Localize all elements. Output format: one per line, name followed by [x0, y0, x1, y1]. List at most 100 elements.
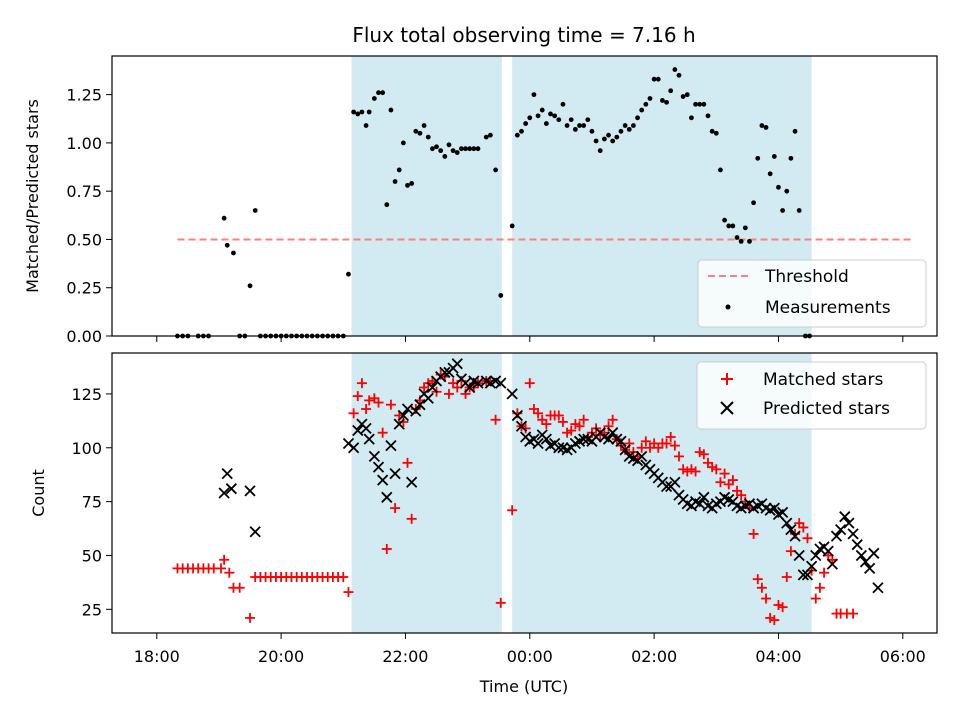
y-tick-label: 1.25: [66, 86, 102, 105]
x-tick-label: 22:00: [382, 647, 428, 666]
matched-star-point: [520, 423, 531, 434]
measurement-point: [709, 128, 715, 134]
measurement-point: [697, 101, 703, 107]
measurement-point: [371, 96, 377, 101]
top-axes-frame: [111, 55, 938, 337]
measurement-point: [689, 115, 694, 121]
matched-star-point: [727, 475, 738, 486]
predicted-star-point: [839, 511, 851, 523]
measurement-point: [548, 111, 553, 117]
matched-star-point: [798, 522, 809, 533]
measurement-point: [643, 101, 649, 107]
legend-measurements-swatch: [725, 304, 731, 310]
measurement-point: [392, 179, 398, 184]
matched-star-point: [364, 395, 375, 406]
predicted-star-point: [352, 424, 364, 437]
matched-star-point: [406, 513, 417, 524]
shaded-interval-0: [351, 56, 502, 336]
predicted-star-point: [805, 560, 818, 572]
predicted-star-point: [372, 461, 385, 473]
measurement-point: [792, 128, 798, 134]
measurement-point: [747, 238, 752, 244]
y-tick-label: 25: [82, 600, 102, 619]
bottom-panel: 25 50 75 100 125 18:00 20:00 22:00 00:00 02:00 04…: [29, 352, 938, 696]
top-y-ticks: 0.00 0.25 0.50 0.75 1.00 1.25: [66, 86, 112, 346]
matched-star-point: [848, 608, 859, 619]
measurement-point: [380, 90, 386, 96]
measurement-point: [535, 113, 541, 119]
measurement-point: [676, 72, 682, 78]
measurement-point: [509, 223, 515, 229]
measurement-point: [363, 123, 369, 128]
matched-star-point: [245, 612, 256, 623]
matched-star-point: [553, 410, 564, 421]
measurement-point: [713, 130, 719, 136]
predicted-star-point: [859, 556, 872, 568]
predicted-star-point: [785, 523, 797, 536]
y-tick-label: 0.50: [66, 230, 102, 249]
predicted-star-point: [363, 433, 375, 445]
predicted-star-point: [426, 381, 439, 394]
top-x-ticks: [156, 336, 904, 342]
matched-star-point: [216, 563, 227, 574]
matched-star-point: [769, 615, 780, 626]
predicted-star-point: [472, 377, 484, 389]
measurements-series: [175, 67, 812, 339]
predicted-star-point: [843, 517, 855, 529]
predicted-star-point: [694, 498, 706, 510]
measurement-point: [471, 146, 477, 152]
predicted-star-point: [397, 409, 410, 422]
measurement-point: [450, 148, 456, 154]
matched-star-point: [402, 457, 413, 468]
measurement-point: [417, 130, 423, 136]
predicted-star-point: [377, 474, 389, 486]
measurement-point: [668, 88, 674, 94]
predicted-star-point: [511, 409, 523, 422]
measurement-point: [593, 138, 599, 144]
measurement-point: [589, 128, 595, 134]
predicted-star-point: [515, 420, 528, 432]
predicted-star-point: [451, 358, 463, 370]
legend-matched-swatch: [721, 373, 733, 385]
y-tick-label: 1.00: [66, 134, 102, 153]
matched-star-point: [398, 416, 409, 427]
measurement-point: [413, 128, 419, 134]
measurement-point: [224, 242, 230, 248]
y-tick-label: 50: [82, 546, 102, 565]
x-tick-label: 18:00: [134, 647, 180, 666]
predicted-star-point: [249, 526, 261, 538]
matched-star-point: [557, 416, 568, 427]
measurement-point: [618, 128, 624, 134]
predicted-star-point: [540, 433, 552, 445]
predicted-star-point: [619, 444, 631, 456]
legend-threshold-label: Threshold: [764, 267, 849, 287]
measurement-point: [442, 154, 448, 159]
measurement-point: [780, 208, 786, 213]
measurement-point: [359, 109, 365, 115]
predicted-star-point: [532, 437, 544, 450]
measurement-point: [483, 134, 489, 140]
measurement-point: [493, 167, 498, 173]
matched-star-point: [377, 427, 388, 438]
predicted-star-point: [768, 502, 780, 514]
matched-star-point: [352, 391, 363, 402]
measurement-point: [726, 223, 732, 229]
predicted-star-point: [789, 530, 801, 542]
matched-star-point: [810, 593, 821, 604]
measurement-point: [425, 134, 431, 140]
x-tick-label: 20:00: [258, 647, 304, 666]
measurement-point: [376, 90, 381, 96]
measurement-point: [718, 167, 723, 173]
matched-star-point: [338, 572, 349, 582]
measurement-point: [585, 117, 591, 123]
matched-star-point: [219, 554, 230, 565]
predicted-star-point: [368, 450, 380, 463]
measurement-point: [759, 123, 765, 128]
matched-star-point: [736, 490, 747, 501]
matched-star-point: [715, 477, 726, 488]
y-tick-label: 125: [71, 385, 102, 404]
bottom-y-axis-label: Count: [29, 469, 48, 517]
predicted-star-point: [225, 483, 238, 495]
measurement-point: [606, 132, 611, 138]
